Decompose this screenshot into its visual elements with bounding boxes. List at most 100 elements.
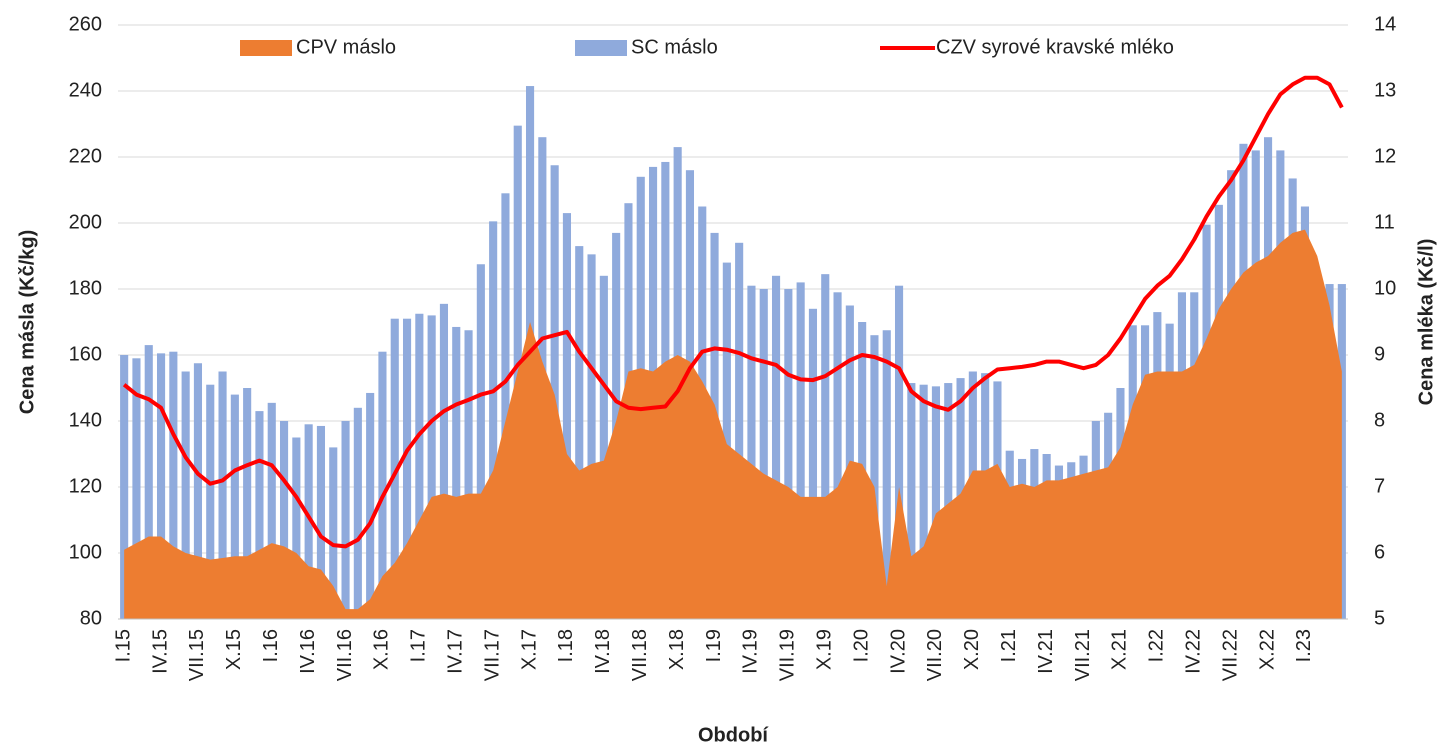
x-tick-label: X.17 xyxy=(518,629,540,670)
bar xyxy=(735,242,744,620)
bar xyxy=(415,313,424,619)
bar xyxy=(144,345,153,619)
legend-label: CZV syrové kravské mléko xyxy=(936,36,1174,58)
y2-tick-label: 6 xyxy=(1374,541,1385,563)
bar xyxy=(452,326,461,619)
x-tick-label: IV.22 xyxy=(1183,629,1205,674)
line xyxy=(122,75,1344,549)
bar xyxy=(562,213,572,619)
x-tick-label: IV.20 xyxy=(887,629,909,674)
x-tick-label: VII.21 xyxy=(1072,629,1094,681)
bar xyxy=(550,165,559,619)
bar xyxy=(931,386,941,619)
x-tick-label: X.20 xyxy=(961,629,983,670)
x-tick-label: I.22 xyxy=(1146,629,1168,662)
bar xyxy=(833,292,842,619)
bar xyxy=(476,264,485,619)
bar xyxy=(784,289,793,619)
bar xyxy=(747,285,756,619)
bar xyxy=(464,330,473,619)
bar xyxy=(169,351,178,619)
y-tick-label: 180 xyxy=(69,277,102,299)
bar xyxy=(501,193,510,620)
y2-tick-label: 14 xyxy=(1374,13,1396,35)
y2-tick-label: 12 xyxy=(1374,145,1396,167)
bar xyxy=(882,330,891,619)
x-tick-label: VII.17 xyxy=(481,629,503,681)
y-tick-label: 100 xyxy=(69,541,102,563)
bar xyxy=(1337,284,1346,619)
bar xyxy=(181,371,190,619)
bar xyxy=(771,275,781,619)
bar xyxy=(230,394,239,619)
y-tick-label: 80 xyxy=(80,607,102,629)
x-tick-label: I.20 xyxy=(850,629,872,662)
bar xyxy=(808,308,818,619)
bar xyxy=(599,275,608,619)
bar xyxy=(316,425,326,619)
y-tick-label: 200 xyxy=(69,211,102,233)
bar xyxy=(489,221,498,619)
x-tick-label: I.18 xyxy=(555,629,577,662)
y-tick-label: 220 xyxy=(69,145,102,167)
x-axis-title: Období xyxy=(698,724,769,746)
bar xyxy=(218,371,227,619)
bar xyxy=(193,363,203,619)
legend-swatch xyxy=(240,40,292,56)
bar xyxy=(292,437,301,619)
bar xyxy=(378,351,387,619)
bar xyxy=(944,383,953,619)
legend-label: SC máslo xyxy=(631,36,718,58)
x-tick-label: X.22 xyxy=(1256,629,1278,670)
bar xyxy=(439,303,449,619)
bar xyxy=(427,315,436,619)
bar xyxy=(402,318,412,619)
x-tick-label: X.18 xyxy=(666,629,688,670)
bar xyxy=(722,262,731,619)
x-tick-label: X.19 xyxy=(814,629,836,670)
bar xyxy=(132,358,141,619)
x-tick-label: VII.20 xyxy=(924,629,946,681)
x-tick-label: X.15 xyxy=(223,629,245,670)
y2-tick-label: 10 xyxy=(1374,277,1396,299)
area xyxy=(124,229,1342,619)
x-tick-label: IV.19 xyxy=(740,629,762,674)
y-tick-label: 160 xyxy=(69,343,102,365)
bar xyxy=(329,447,338,619)
bar xyxy=(279,421,289,619)
bar xyxy=(894,285,904,619)
y-tick-label: 240 xyxy=(69,79,102,101)
y2-axis-title: Cena mléka (Kč/l) xyxy=(1415,239,1437,406)
x-tick-label: I.16 xyxy=(260,629,282,662)
bar xyxy=(353,407,362,619)
bar xyxy=(366,392,375,619)
bar xyxy=(156,353,166,619)
bar xyxy=(267,402,276,619)
bar xyxy=(587,254,596,619)
bar xyxy=(870,335,879,619)
x-tick-label: I.19 xyxy=(703,629,725,662)
bar xyxy=(759,289,768,619)
x-tick-label: VII.16 xyxy=(334,629,356,681)
x-tick-label: IV.15 xyxy=(149,629,171,674)
x-tick-label: I.23 xyxy=(1293,629,1315,662)
bar xyxy=(255,411,264,619)
x-tick-label: I.17 xyxy=(408,629,430,662)
y-axis-title: Cena másla (Kč/kg) xyxy=(16,230,38,415)
legend-swatch xyxy=(575,40,627,56)
bar xyxy=(341,421,350,619)
bar xyxy=(304,424,313,619)
x-tick-label: I.21 xyxy=(998,629,1020,662)
x-tick-label: IV.21 xyxy=(1035,629,1057,674)
x-tick-label: VII.22 xyxy=(1219,629,1241,681)
x-tick-label: VII.18 xyxy=(629,629,651,681)
x-tick-label: VII.15 xyxy=(186,629,208,681)
y2-tick-label: 8 xyxy=(1374,409,1385,431)
y2-tick-label: 11 xyxy=(1374,211,1395,233)
x-tick-label: IV.16 xyxy=(297,629,319,674)
bar xyxy=(796,282,805,619)
bar xyxy=(120,355,129,619)
x-tick-label: IV.17 xyxy=(445,629,467,674)
